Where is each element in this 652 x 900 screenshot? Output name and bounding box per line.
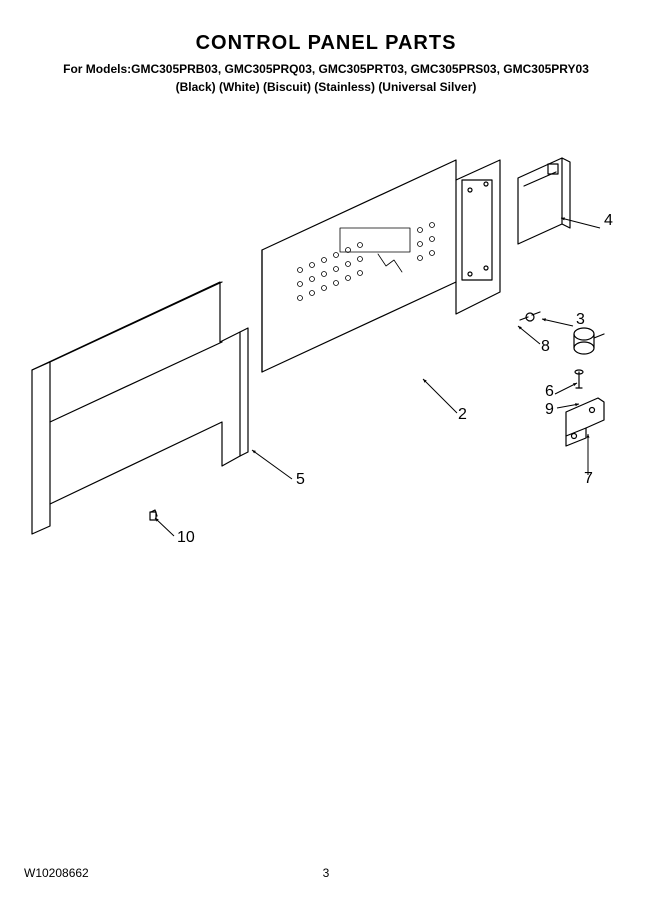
page-number: 3	[0, 866, 652, 880]
callout-leader	[155, 518, 174, 536]
callout-leader	[555, 383, 577, 394]
callout-number: 6	[545, 383, 554, 400]
page: CONTROL PANEL PARTS For Models:GMC305PRB…	[0, 0, 652, 900]
callout-number: 5	[296, 471, 305, 488]
callout-number: 2	[458, 406, 467, 423]
callout-number: 8	[541, 338, 550, 355]
callout-number: 7	[584, 470, 593, 487]
callout-leader	[518, 326, 540, 344]
callout-number: 9	[545, 401, 554, 418]
page-title: CONTROL PANEL PARTS	[0, 32, 652, 55]
colors-line: (Black) (White) (Biscuit) (Stainless) (U…	[0, 80, 652, 94]
callout-number: 3	[576, 311, 585, 328]
parts-diagram: 4 3 8 69 2 7 5 10	[0, 120, 652, 680]
callout-arrowhead	[586, 434, 589, 438]
callout-number: 10	[177, 529, 195, 546]
callout-number: 4	[604, 212, 613, 229]
callout-leader	[252, 450, 292, 479]
callout-leader	[542, 319, 573, 326]
callout-leader	[423, 379, 457, 413]
models-line: For Models:GMC305PRB03, GMC305PRQ03, GMC…	[0, 62, 652, 76]
callout-arrowhead	[575, 403, 579, 406]
